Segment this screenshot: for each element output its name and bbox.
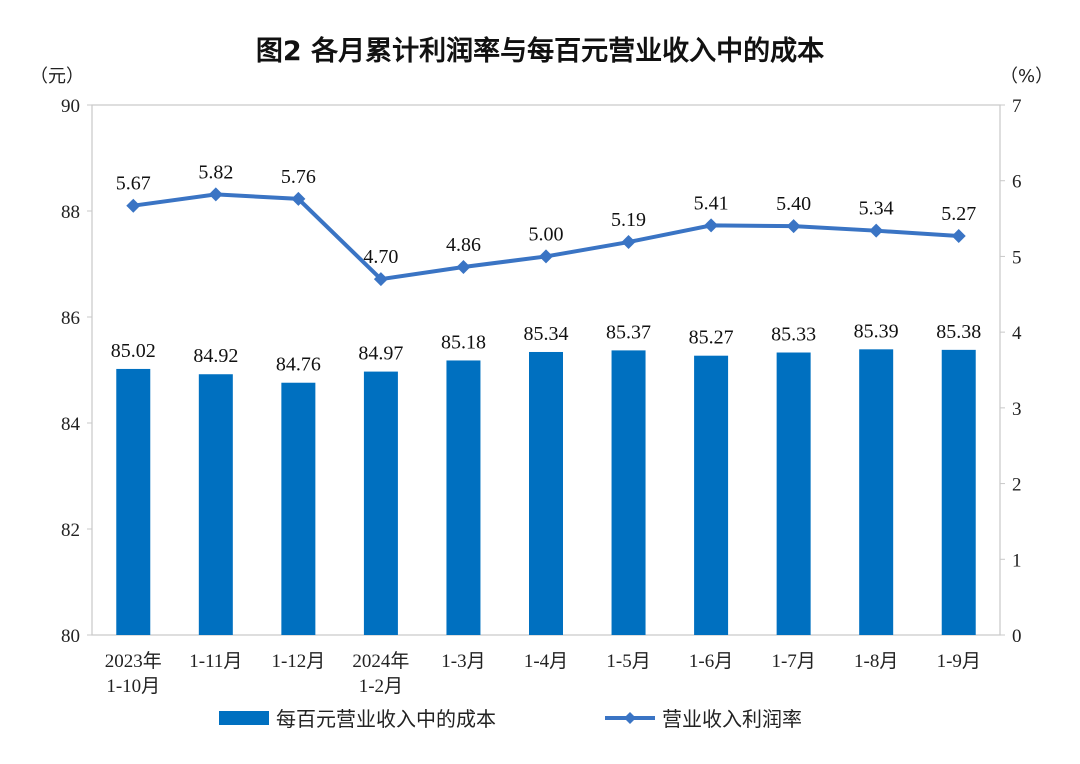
category-label: 1-8月 bbox=[854, 651, 898, 672]
bar-data-label: 84.97 bbox=[358, 343, 403, 365]
category-label: 1-4月 bbox=[524, 651, 568, 672]
right-tick-label: 7 bbox=[1012, 96, 1022, 117]
line-marker bbox=[951, 228, 966, 243]
legend-bar-label: 每百元营业收入中的成本 bbox=[276, 707, 496, 731]
bar-data-label: 85.02 bbox=[111, 340, 156, 362]
bar bbox=[446, 360, 481, 635]
legend-line-label: 营业收入利润率 bbox=[662, 707, 802, 731]
bar-data-label: 85.38 bbox=[936, 321, 981, 343]
bar-data-label: 85.39 bbox=[854, 320, 899, 342]
category-label: 1-7月 bbox=[771, 651, 815, 672]
right-tick-label: 6 bbox=[1012, 172, 1022, 193]
category-label: 1-12月 bbox=[271, 651, 325, 672]
line-marker bbox=[291, 191, 306, 206]
line-marker bbox=[539, 249, 553, 264]
category-label: 1-3月 bbox=[441, 651, 485, 672]
bar-data-label: 85.33 bbox=[771, 324, 816, 346]
bar bbox=[116, 368, 151, 635]
line-data-label: 5.82 bbox=[198, 161, 233, 183]
line-data-label: 4.86 bbox=[446, 234, 481, 256]
line-data-label: 5.00 bbox=[529, 223, 564, 245]
right-tick-label: 4 bbox=[1012, 323, 1022, 344]
line-data-label: 5.76 bbox=[281, 166, 316, 188]
right-tick-label: 5 bbox=[1012, 247, 1022, 268]
category-label: 1-11月 bbox=[189, 651, 242, 672]
legend-diamond-marker bbox=[624, 712, 636, 724]
left-tick-label: 82 bbox=[61, 520, 80, 541]
bar bbox=[694, 355, 729, 635]
right-tick-label: 2 bbox=[1012, 475, 1022, 496]
category-label: 2024年 bbox=[352, 650, 409, 672]
line-marker bbox=[456, 260, 471, 275]
right-tick-label: 1 bbox=[1012, 550, 1022, 571]
bar-data-label: 85.34 bbox=[524, 323, 569, 345]
bar bbox=[611, 350, 646, 635]
bar-data-label: 84.76 bbox=[276, 354, 321, 376]
line-marker bbox=[704, 218, 719, 233]
line-data-label: 5.67 bbox=[116, 173, 151, 195]
line-data-label: 5.41 bbox=[694, 192, 729, 214]
line-data-label: 5.19 bbox=[611, 209, 646, 231]
left-tick-label: 90 bbox=[61, 96, 80, 117]
line-marker bbox=[126, 198, 141, 213]
line-data-label: 5.40 bbox=[776, 193, 811, 215]
left-tick-label: 86 bbox=[61, 308, 80, 329]
category-label: 1-9月 bbox=[937, 651, 981, 672]
category-label: 1-10月 bbox=[106, 676, 160, 697]
left-tick-label: 80 bbox=[61, 626, 80, 647]
right-tick-label: 0 bbox=[1012, 626, 1022, 647]
legend-bar-swatch bbox=[219, 711, 269, 725]
bar bbox=[198, 374, 233, 635]
bar-data-label: 85.37 bbox=[606, 321, 651, 343]
line-marker bbox=[373, 272, 388, 287]
category-label: 1-5月 bbox=[606, 651, 650, 672]
line-marker bbox=[786, 219, 801, 234]
category-label: 1-6月 bbox=[689, 651, 733, 672]
right-axis-unit: （%） bbox=[1000, 66, 1053, 87]
bar bbox=[776, 352, 811, 635]
bar bbox=[529, 351, 563, 635]
bar-data-label: 85.18 bbox=[441, 331, 486, 353]
line-data-label: 4.70 bbox=[363, 246, 398, 268]
line-marker bbox=[621, 235, 636, 250]
bar-data-label: 85.27 bbox=[689, 327, 734, 349]
bar bbox=[941, 349, 976, 635]
line-data-label: 5.34 bbox=[859, 198, 894, 220]
line-marker bbox=[869, 223, 884, 238]
line-data-label: 5.27 bbox=[941, 203, 976, 225]
left-tick-label: 84 bbox=[61, 414, 81, 435]
bar bbox=[859, 349, 894, 635]
right-tick-label: 3 bbox=[1012, 399, 1022, 420]
legend: 每百元营业收入中的成本 营业收入利润率 bbox=[219, 707, 802, 731]
left-tick-label: 88 bbox=[61, 202, 80, 223]
line-marker bbox=[208, 187, 223, 202]
bar bbox=[363, 371, 398, 635]
category-label: 2023年 bbox=[105, 650, 162, 672]
category-label: 1-2月 bbox=[359, 676, 403, 697]
chart-title: 图2 各月累计利润率与每百元营业收入中的成本 bbox=[256, 35, 824, 67]
bar-data-label: 84.92 bbox=[193, 345, 238, 367]
left-axis-unit: （元） bbox=[30, 66, 84, 87]
bar bbox=[281, 382, 316, 635]
